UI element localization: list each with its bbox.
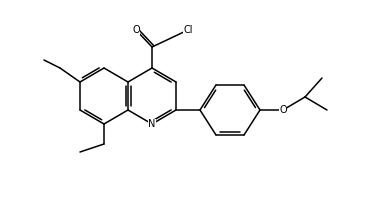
- Text: O: O: [279, 105, 287, 115]
- Text: N: N: [148, 119, 156, 129]
- Text: O: O: [132, 25, 140, 35]
- Text: Cl: Cl: [183, 25, 193, 35]
